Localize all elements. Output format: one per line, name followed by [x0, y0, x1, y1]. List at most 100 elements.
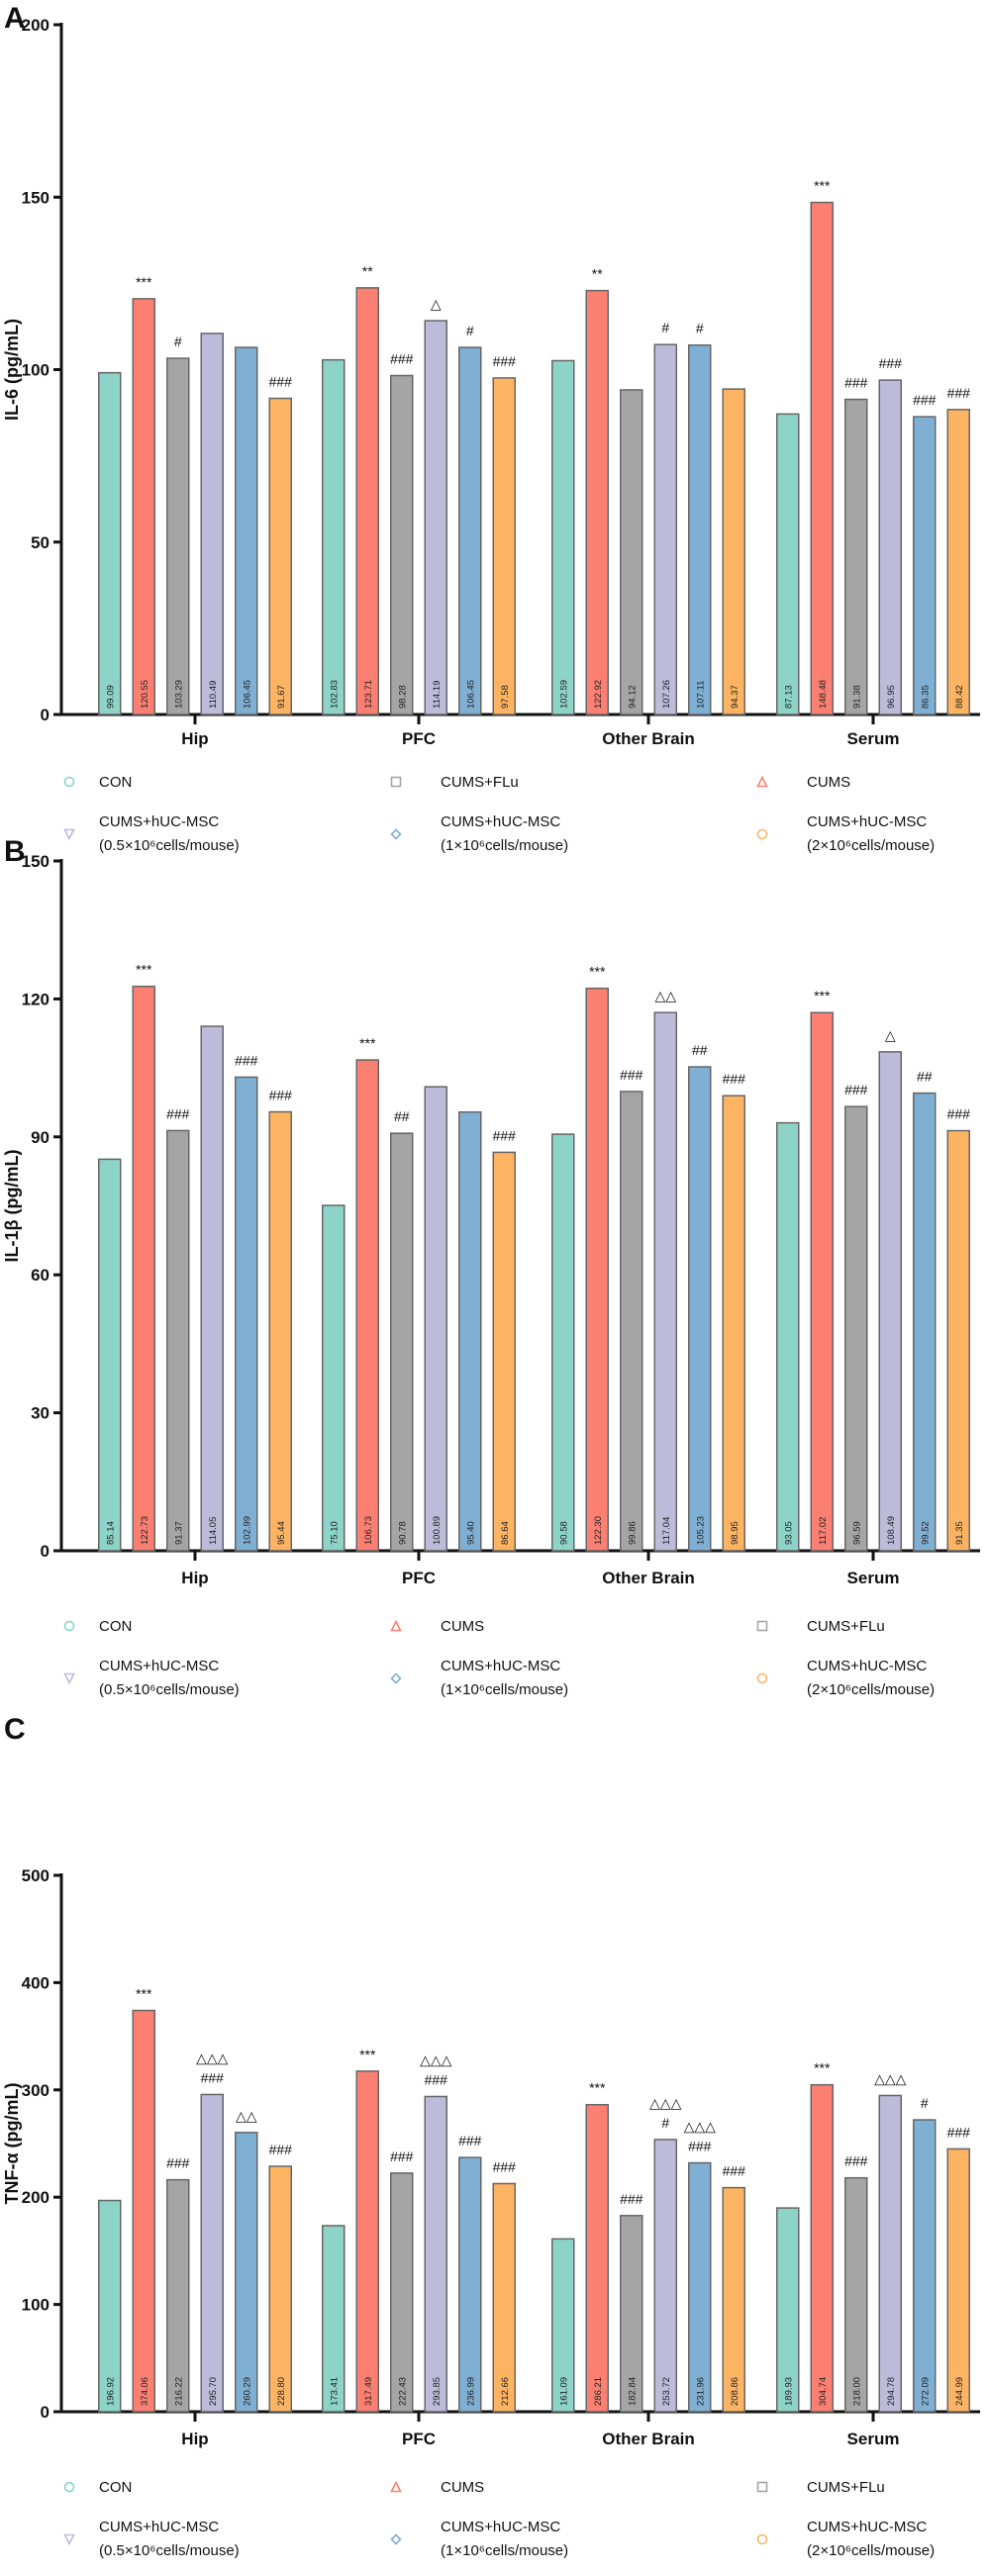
bar-value-label: 212.66 [500, 2377, 511, 2406]
panel-letter: C [4, 1713, 26, 1746]
legend-item: CON [63, 2479, 132, 2496]
y-axis-label: IL-6 (pg/mL) [2, 319, 22, 421]
bar-hUC1 [458, 1110, 482, 1552]
significance-mark: ### [458, 2133, 482, 2148]
bar-value-label: 244.99 [954, 2377, 965, 2406]
significance-mark: ### [269, 2142, 293, 2157]
y-tick-label: 500 [22, 1866, 49, 1885]
significance-mark: ### [723, 1071, 746, 1087]
bar-CON [322, 358, 346, 716]
bar-CUMS+FLu [166, 1129, 190, 1552]
bar-value-label: 236.99 [465, 2377, 476, 2406]
bar-hUC1 [235, 1076, 258, 1552]
panel-B: B 0 30 60 90 120 150 IL-1β (pg/mL) Hip 85.14 122.7… [2, 835, 980, 1698]
bar-hUC2 [268, 397, 292, 716]
bar-value-label: 97.58 [500, 685, 511, 709]
bar-CON [322, 2225, 346, 2413]
bar-CON [776, 1121, 800, 1552]
significance-mark: # [921, 2095, 929, 2111]
legend-sublabel: (1×10⁶cells/mouse) [441, 2542, 568, 2559]
bar-value-label: 122.73 [140, 1516, 150, 1545]
x-tick-label: Serum [847, 1569, 900, 1587]
legend-marker-square [390, 776, 402, 788]
legend-marker-square [756, 1620, 768, 1632]
bar-CUMS+FLu [620, 1091, 643, 1552]
bar-value-label: 117.04 [661, 1517, 672, 1545]
significance-mark: # [661, 2115, 669, 2131]
bar-hUC1 [235, 2132, 258, 2413]
bar-value-label: 374.06 [140, 2377, 150, 2406]
legend-label: CUMS+hUC-MSC [441, 813, 560, 830]
bar-value-label: 189.93 [783, 2377, 794, 2406]
legend-marker-triangle [390, 1619, 402, 1632]
significance-mark: ### [879, 355, 903, 371]
bar-value-label: 216.22 [173, 2377, 184, 2406]
bar-CON [322, 1204, 346, 1552]
bar-hUC1 [913, 416, 937, 716]
bar-value-label: 99.09 [105, 685, 116, 709]
bar-hUC1 [688, 1066, 712, 1552]
legend-marker-triangle [756, 775, 768, 788]
bar-value-label: 94.12 [627, 685, 638, 709]
legend-sublabel: (2×10⁶cells/mouse) [807, 2542, 935, 2559]
significance-mark: *** [814, 988, 831, 1003]
legend-item: CUMS+hUC-MSC (0.5×10⁶cells/mouse) [63, 2519, 240, 2559]
bar-hUC05 [200, 1025, 224, 1552]
legend-label: CUMS+FLu [441, 774, 519, 791]
legend-sublabel: (0.5×10⁶cells/mouse) [99, 837, 240, 854]
legend-label: CUMS+hUC-MSC [99, 2519, 219, 2535]
legend-item: CUMS+FLu [756, 1618, 885, 1635]
significance-mark: *** [589, 2080, 606, 2096]
bar-CUMS [355, 2070, 379, 2413]
legend-marker-hexagon [756, 2533, 768, 2545]
bar-hUC1 [913, 2119, 937, 2413]
bar-CUMS+FLu [844, 1105, 868, 1552]
bar-hUC05 [653, 2139, 677, 2413]
legend-label: CON [99, 2479, 132, 2496]
legend-marker-triangle-down [63, 1672, 75, 1685]
x-tick-label: Hip [181, 1569, 208, 1587]
legend-marker-diamond [390, 1672, 402, 1684]
bar-value-label: 95.40 [465, 1521, 476, 1545]
significance-mark: △△△ [196, 2050, 229, 2065]
bar-value-label: 102.83 [329, 680, 340, 709]
bar-value-label: 222.43 [397, 2377, 408, 2406]
bar-CUMS [810, 2083, 834, 2413]
bar-value-label: 122.92 [593, 680, 604, 709]
y-axis-label: IL-1β (pg/mL) [2, 1150, 22, 1263]
legend-sublabel: (0.5×10⁶cells/mouse) [99, 2542, 240, 2559]
bar-CUMS+FLu [844, 398, 868, 716]
significance-mark: *** [136, 1986, 152, 2002]
legend-label: CUMS [807, 774, 850, 791]
bar-value-label: 161.09 [558, 2377, 569, 2406]
significance-mark: *** [136, 274, 152, 290]
significance-mark: ### [844, 1082, 868, 1097]
bar-hUC1 [913, 1092, 937, 1552]
legend-label: CON [99, 774, 132, 791]
bar-CUMS [810, 201, 834, 716]
bar-CUMS [355, 1059, 379, 1552]
legend-label: CUMS+hUC-MSC [99, 1658, 219, 1674]
bar-hUC2 [722, 388, 745, 716]
bar-hUC2 [946, 2147, 970, 2413]
bar-CUMS [132, 2009, 155, 2413]
bar-CON [776, 413, 800, 716]
legend-marker-diamond [390, 2533, 402, 2545]
legend-item: CUMS+FLu [390, 774, 519, 791]
bar-hUC05 [424, 320, 447, 716]
bar-value-label: 102.59 [558, 680, 569, 709]
significance-mark: △△△ [649, 2095, 682, 2111]
legend-marker-circle [63, 776, 75, 788]
bar-value-label: 91.35 [954, 1521, 965, 1545]
legend-label: CUMS+hUC-MSC [99, 813, 219, 830]
significance-mark: ### [493, 1127, 517, 1143]
bar-value-label: 173.41 [329, 2377, 340, 2406]
y-tick-label: 30 [31, 1404, 49, 1423]
legend-marker-square [756, 2481, 768, 2493]
legend-item: CUMS [756, 774, 850, 791]
significance-mark: *** [136, 962, 152, 978]
panel-C: C 0 100 200 300 400 500 TNF-α (pg/mL) Hip 196.92 3… [2, 1713, 980, 2559]
y-tick-label: 150 [22, 852, 49, 871]
legend-item: CUMS+hUC-MSC (0.5×10⁶cells/mouse) [63, 813, 240, 854]
